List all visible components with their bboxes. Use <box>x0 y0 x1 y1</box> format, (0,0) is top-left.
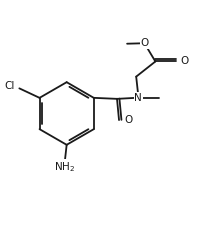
Text: NH$_2$: NH$_2$ <box>54 160 75 173</box>
Text: O: O <box>141 38 149 48</box>
Text: Cl: Cl <box>4 81 15 91</box>
Text: O: O <box>125 115 133 125</box>
Text: O: O <box>180 57 188 67</box>
Text: N: N <box>134 93 142 103</box>
